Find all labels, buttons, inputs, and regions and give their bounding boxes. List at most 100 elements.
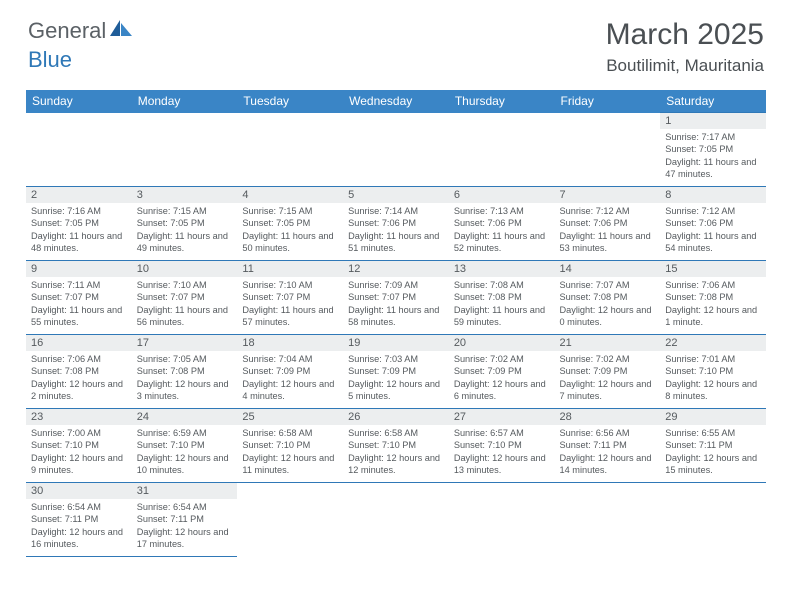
day-details: Sunrise: 7:16 AMSunset: 7:05 PMDaylight:… bbox=[26, 203, 132, 258]
brand-general: General bbox=[28, 18, 106, 44]
day-number: 6 bbox=[449, 187, 555, 203]
day-details: Sunrise: 7:17 AMSunset: 7:05 PMDaylight:… bbox=[660, 129, 766, 184]
calendar-cell bbox=[343, 483, 449, 557]
title-block: March 2025 Boutilimit, Mauritania bbox=[606, 18, 764, 76]
calendar-cell: 26Sunrise: 6:58 AMSunset: 7:10 PMDayligh… bbox=[343, 409, 449, 483]
calendar-cell: 11Sunrise: 7:10 AMSunset: 7:07 PMDayligh… bbox=[237, 261, 343, 335]
calendar-row: 16Sunrise: 7:06 AMSunset: 7:08 PMDayligh… bbox=[26, 335, 766, 409]
calendar-cell: 6Sunrise: 7:13 AMSunset: 7:06 PMDaylight… bbox=[449, 187, 555, 261]
day-number: 30 bbox=[26, 483, 132, 499]
brand-blue: Blue bbox=[28, 47, 72, 73]
page-header: General March 2025 Boutilimit, Mauritani… bbox=[0, 0, 792, 84]
calendar-cell: 18Sunrise: 7:04 AMSunset: 7:09 PMDayligh… bbox=[237, 335, 343, 409]
calendar-cell bbox=[237, 483, 343, 557]
day-number: 28 bbox=[555, 409, 661, 425]
calendar-cell: 16Sunrise: 7:06 AMSunset: 7:08 PMDayligh… bbox=[26, 335, 132, 409]
day-number: 25 bbox=[237, 409, 343, 425]
day-number: 13 bbox=[449, 261, 555, 277]
day-details: Sunrise: 7:11 AMSunset: 7:07 PMDaylight:… bbox=[26, 277, 132, 332]
calendar-cell bbox=[343, 113, 449, 187]
day-number: 17 bbox=[132, 335, 238, 351]
calendar-row: 2Sunrise: 7:16 AMSunset: 7:05 PMDaylight… bbox=[26, 187, 766, 261]
calendar-cell bbox=[26, 113, 132, 187]
calendar-cell bbox=[555, 483, 661, 557]
day-number: 20 bbox=[449, 335, 555, 351]
day-details: Sunrise: 7:10 AMSunset: 7:07 PMDaylight:… bbox=[132, 277, 238, 332]
calendar-cell bbox=[132, 113, 238, 187]
calendar-cell: 10Sunrise: 7:10 AMSunset: 7:07 PMDayligh… bbox=[132, 261, 238, 335]
day-details: Sunrise: 7:08 AMSunset: 7:08 PMDaylight:… bbox=[449, 277, 555, 332]
day-details: Sunrise: 6:55 AMSunset: 7:11 PMDaylight:… bbox=[660, 425, 766, 480]
calendar-cell: 7Sunrise: 7:12 AMSunset: 7:06 PMDaylight… bbox=[555, 187, 661, 261]
day-number: 23 bbox=[26, 409, 132, 425]
calendar-cell: 27Sunrise: 6:57 AMSunset: 7:10 PMDayligh… bbox=[449, 409, 555, 483]
day-details: Sunrise: 7:01 AMSunset: 7:10 PMDaylight:… bbox=[660, 351, 766, 406]
weekday-header: Monday bbox=[132, 90, 238, 113]
weekday-header: Friday bbox=[555, 90, 661, 113]
calendar-cell: 12Sunrise: 7:09 AMSunset: 7:07 PMDayligh… bbox=[343, 261, 449, 335]
calendar-row: 30Sunrise: 6:54 AMSunset: 7:11 PMDayligh… bbox=[26, 483, 766, 557]
calendar-cell bbox=[660, 483, 766, 557]
day-details: Sunrise: 7:13 AMSunset: 7:06 PMDaylight:… bbox=[449, 203, 555, 258]
day-number: 29 bbox=[660, 409, 766, 425]
day-details: Sunrise: 7:00 AMSunset: 7:10 PMDaylight:… bbox=[26, 425, 132, 480]
day-details: Sunrise: 6:56 AMSunset: 7:11 PMDaylight:… bbox=[555, 425, 661, 480]
calendar-cell: 20Sunrise: 7:02 AMSunset: 7:09 PMDayligh… bbox=[449, 335, 555, 409]
day-number: 31 bbox=[132, 483, 238, 499]
calendar-cell: 22Sunrise: 7:01 AMSunset: 7:10 PMDayligh… bbox=[660, 335, 766, 409]
calendar-cell: 19Sunrise: 7:03 AMSunset: 7:09 PMDayligh… bbox=[343, 335, 449, 409]
day-details: Sunrise: 7:09 AMSunset: 7:07 PMDaylight:… bbox=[343, 277, 449, 332]
day-details: Sunrise: 7:15 AMSunset: 7:05 PMDaylight:… bbox=[237, 203, 343, 258]
day-details: Sunrise: 6:54 AMSunset: 7:11 PMDaylight:… bbox=[26, 499, 132, 554]
calendar-cell: 17Sunrise: 7:05 AMSunset: 7:08 PMDayligh… bbox=[132, 335, 238, 409]
day-details: Sunrise: 6:58 AMSunset: 7:10 PMDaylight:… bbox=[343, 425, 449, 480]
calendar-row: 9Sunrise: 7:11 AMSunset: 7:07 PMDaylight… bbox=[26, 261, 766, 335]
location-label: Boutilimit, Mauritania bbox=[606, 56, 764, 76]
calendar-cell: 29Sunrise: 6:55 AMSunset: 7:11 PMDayligh… bbox=[660, 409, 766, 483]
day-number: 3 bbox=[132, 187, 238, 203]
calendar-cell: 15Sunrise: 7:06 AMSunset: 7:08 PMDayligh… bbox=[660, 261, 766, 335]
day-number: 2 bbox=[26, 187, 132, 203]
day-number: 9 bbox=[26, 261, 132, 277]
calendar-cell: 5Sunrise: 7:14 AMSunset: 7:06 PMDaylight… bbox=[343, 187, 449, 261]
day-details: Sunrise: 7:10 AMSunset: 7:07 PMDaylight:… bbox=[237, 277, 343, 332]
day-number: 14 bbox=[555, 261, 661, 277]
day-details: Sunrise: 7:15 AMSunset: 7:05 PMDaylight:… bbox=[132, 203, 238, 258]
day-details: Sunrise: 7:07 AMSunset: 7:08 PMDaylight:… bbox=[555, 277, 661, 332]
day-details: Sunrise: 6:54 AMSunset: 7:11 PMDaylight:… bbox=[132, 499, 238, 554]
day-number: 15 bbox=[660, 261, 766, 277]
day-number: 21 bbox=[555, 335, 661, 351]
day-number: 8 bbox=[660, 187, 766, 203]
brand-logo: General bbox=[28, 18, 134, 44]
calendar-cell: 24Sunrise: 6:59 AMSunset: 7:10 PMDayligh… bbox=[132, 409, 238, 483]
day-details: Sunrise: 7:12 AMSunset: 7:06 PMDaylight:… bbox=[660, 203, 766, 258]
day-number: 12 bbox=[343, 261, 449, 277]
day-details: Sunrise: 7:05 AMSunset: 7:08 PMDaylight:… bbox=[132, 351, 238, 406]
day-number: 4 bbox=[237, 187, 343, 203]
weekday-header-row: SundayMondayTuesdayWednesdayThursdayFrid… bbox=[26, 90, 766, 113]
day-number: 10 bbox=[132, 261, 238, 277]
calendar-cell bbox=[237, 113, 343, 187]
sail-icon bbox=[108, 18, 134, 44]
day-details: Sunrise: 7:06 AMSunset: 7:08 PMDaylight:… bbox=[26, 351, 132, 406]
day-details: Sunrise: 6:59 AMSunset: 7:10 PMDaylight:… bbox=[132, 425, 238, 480]
day-number: 26 bbox=[343, 409, 449, 425]
month-title: March 2025 bbox=[606, 18, 764, 52]
day-number: 11 bbox=[237, 261, 343, 277]
day-number: 18 bbox=[237, 335, 343, 351]
day-number: 1 bbox=[660, 113, 766, 129]
weekday-header: Sunday bbox=[26, 90, 132, 113]
calendar-cell: 2Sunrise: 7:16 AMSunset: 7:05 PMDaylight… bbox=[26, 187, 132, 261]
calendar-cell bbox=[555, 113, 661, 187]
calendar-row: 1Sunrise: 7:17 AMSunset: 7:05 PMDaylight… bbox=[26, 113, 766, 187]
calendar-cell: 14Sunrise: 7:07 AMSunset: 7:08 PMDayligh… bbox=[555, 261, 661, 335]
day-number: 27 bbox=[449, 409, 555, 425]
day-details: Sunrise: 7:03 AMSunset: 7:09 PMDaylight:… bbox=[343, 351, 449, 406]
day-details: Sunrise: 7:02 AMSunset: 7:09 PMDaylight:… bbox=[449, 351, 555, 406]
calendar-cell: 9Sunrise: 7:11 AMSunset: 7:07 PMDaylight… bbox=[26, 261, 132, 335]
day-number: 22 bbox=[660, 335, 766, 351]
day-number: 7 bbox=[555, 187, 661, 203]
calendar-cell: 1Sunrise: 7:17 AMSunset: 7:05 PMDaylight… bbox=[660, 113, 766, 187]
day-details: Sunrise: 7:06 AMSunset: 7:08 PMDaylight:… bbox=[660, 277, 766, 332]
day-number: 5 bbox=[343, 187, 449, 203]
